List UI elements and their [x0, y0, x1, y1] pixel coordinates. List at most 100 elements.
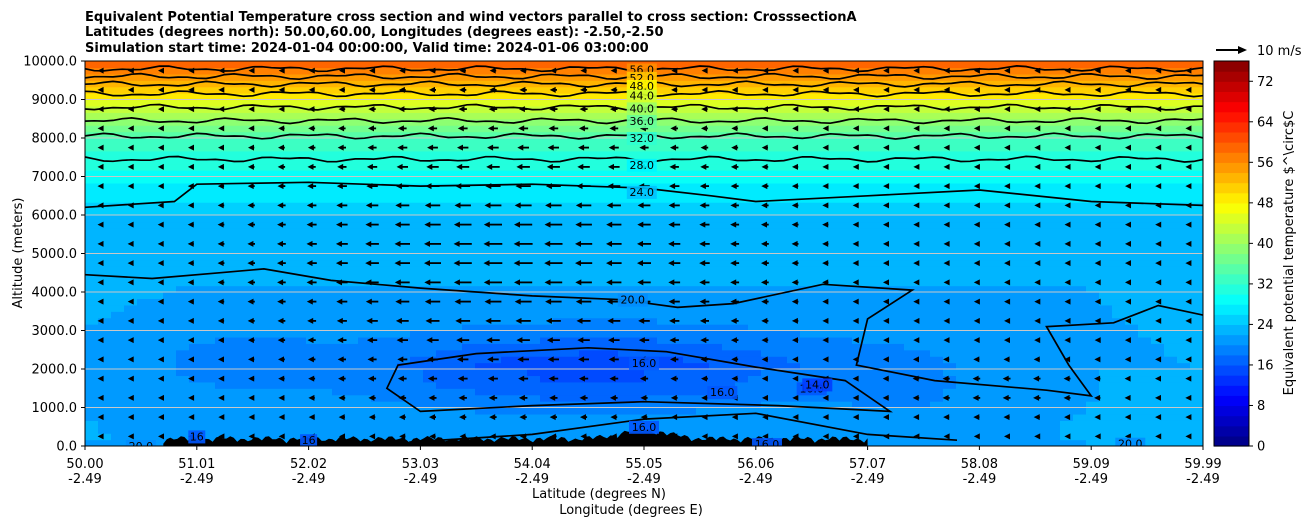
field-cell	[774, 343, 788, 351]
field-cell	[189, 170, 203, 178]
field-cell	[449, 420, 463, 428]
field-cell	[878, 330, 892, 338]
field-cell	[228, 388, 242, 396]
field-cell	[1164, 356, 1178, 364]
field-cell	[774, 420, 788, 428]
field-cell	[111, 150, 125, 158]
field-cell	[709, 99, 723, 107]
field-cell	[254, 208, 268, 216]
field-cell	[930, 420, 944, 428]
field-cell	[956, 86, 970, 94]
field-cell	[371, 362, 385, 370]
field-cell	[891, 227, 905, 235]
field-cell	[592, 413, 606, 421]
field-cell	[579, 73, 593, 81]
field-cell	[98, 247, 112, 255]
field-cell	[189, 330, 203, 338]
field-cell	[462, 131, 476, 139]
field-cell	[982, 247, 996, 255]
field-cell	[371, 99, 385, 107]
field-cell	[228, 61, 242, 69]
field-cell	[215, 401, 229, 409]
field-cell	[592, 163, 606, 171]
field-cell	[501, 163, 515, 171]
field-cell	[709, 433, 723, 441]
field-cell	[631, 375, 645, 383]
field-cell	[852, 182, 866, 190]
field-cell	[1021, 292, 1035, 300]
field-cell	[826, 93, 840, 101]
field-cell	[306, 362, 320, 370]
field-cell	[462, 61, 476, 69]
field-cell	[150, 433, 164, 441]
field-cell	[1034, 144, 1048, 152]
field-cell	[306, 118, 320, 126]
field-cell	[1138, 292, 1152, 300]
field-cell	[488, 330, 502, 338]
field-cell	[1073, 176, 1087, 184]
field-cell	[345, 362, 359, 370]
field-cell	[1047, 266, 1061, 274]
field-cell	[267, 259, 281, 267]
field-cell	[735, 227, 749, 235]
field-cell	[1034, 413, 1048, 421]
field-cell	[397, 138, 411, 146]
field-cell	[787, 150, 801, 158]
field-cell	[605, 189, 619, 197]
field-cell	[1099, 324, 1113, 332]
field-cell	[228, 433, 242, 441]
field-cell	[137, 292, 151, 300]
field-cell	[319, 420, 333, 428]
field-cell	[85, 176, 99, 184]
field-cell	[345, 356, 359, 364]
field-cell	[332, 433, 346, 441]
field-cell	[514, 61, 528, 69]
field-cell	[306, 99, 320, 107]
field-cell	[553, 285, 567, 293]
field-cell	[943, 93, 957, 101]
field-cell	[449, 112, 463, 120]
field-cell	[358, 67, 372, 75]
field-cell	[280, 317, 294, 325]
field-cell	[657, 202, 671, 210]
field-cell	[124, 292, 138, 300]
field-cell	[891, 163, 905, 171]
field-cell	[85, 202, 99, 210]
field-cell	[527, 356, 541, 364]
field-cell	[709, 227, 723, 235]
field-cell	[917, 266, 931, 274]
field-cell	[709, 208, 723, 216]
field-cell	[839, 93, 853, 101]
field-cell	[176, 375, 190, 383]
field-cell	[982, 343, 996, 351]
field-cell	[228, 125, 242, 133]
field-cell	[319, 336, 333, 344]
field-cell	[85, 234, 99, 242]
field-cell	[839, 144, 853, 152]
field-cell	[605, 112, 619, 120]
field-cell	[1099, 240, 1113, 248]
field-cell	[371, 388, 385, 396]
field-cell	[1021, 227, 1035, 235]
field-cell	[85, 221, 99, 229]
field-cell	[241, 163, 255, 171]
field-cell	[787, 157, 801, 165]
field-cell	[1021, 285, 1035, 293]
field-cell	[449, 170, 463, 178]
field-cell	[449, 86, 463, 94]
field-cell	[267, 86, 281, 94]
field-cell	[878, 99, 892, 107]
field-cell	[85, 439, 99, 446]
field-cell	[683, 304, 697, 312]
field-cell	[735, 125, 749, 133]
field-cell	[865, 221, 879, 229]
field-cell	[683, 330, 697, 338]
field-cell	[527, 118, 541, 126]
field-cell	[540, 343, 554, 351]
field-cell	[683, 317, 697, 325]
field-cell	[657, 362, 671, 370]
field-cell	[839, 80, 853, 88]
field-cell	[631, 176, 645, 184]
field-cell	[1112, 349, 1126, 357]
field-cell	[1034, 292, 1048, 300]
